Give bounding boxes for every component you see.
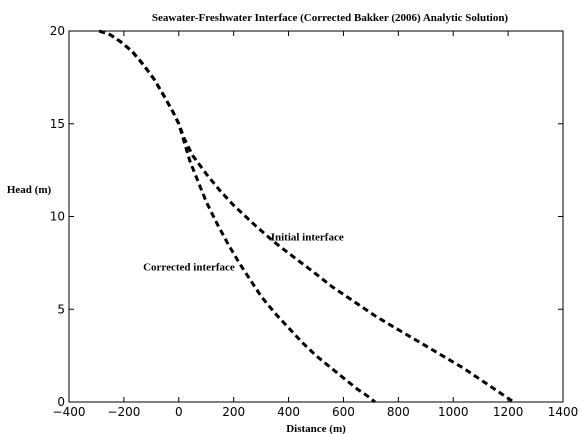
- x-tick-label: 0: [175, 405, 183, 419]
- chart-title: Seawater-Freshwater Interface (Corrected…: [152, 12, 509, 24]
- x-tick-label: −400: [53, 405, 86, 419]
- x-tick-label: 1000: [438, 405, 469, 419]
- series-layer: [98, 29, 515, 404]
- x-tick-label: 400: [277, 405, 300, 419]
- annotations: Initial interface Corrected interface: [143, 232, 344, 274]
- y-axis-label: Head (m): [7, 184, 52, 196]
- y-tick-label: 0: [57, 395, 65, 409]
- y-axis-ticks: 0 5 10 15 20: [50, 24, 563, 409]
- y-tick-label: 15: [50, 117, 65, 131]
- y-tick-label: 20: [50, 24, 65, 38]
- series-line-2: [98, 29, 376, 404]
- x-tick-label: 800: [387, 405, 410, 419]
- x-axis-ticks: −400 −200 0 200 400 600 800 1000 1200 1400: [53, 31, 579, 419]
- plot-area: [68, 30, 564, 403]
- x-axis-label: Distance (m): [286, 423, 346, 434]
- x-tick-label: −200: [107, 405, 140, 419]
- x-tick-label: 1400: [548, 405, 579, 419]
- x-tick-label: 200: [222, 405, 245, 419]
- annotation-1: Initial interface: [271, 232, 344, 244]
- y-tick-label: 10: [50, 210, 65, 224]
- annotation-2: Corrected interface: [143, 261, 235, 273]
- y-tick-label: 5: [57, 302, 65, 316]
- x-tick-label: 600: [332, 405, 355, 419]
- x-tick-label: 1200: [493, 405, 524, 419]
